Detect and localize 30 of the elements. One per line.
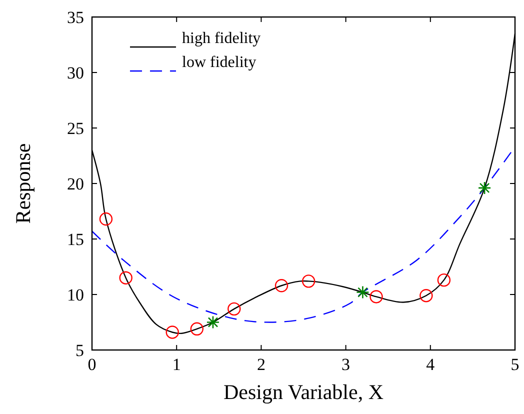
point: [370, 290, 383, 304]
y-axis-title: Response: [11, 143, 35, 224]
point: [119, 271, 132, 284]
x-tick-label: 4: [426, 355, 436, 374]
x-axis-title: Design Variable, X: [224, 380, 384, 404]
y-tick-label: 25: [67, 118, 84, 138]
point: [190, 322, 204, 336]
point: [99, 212, 113, 226]
point: [206, 316, 220, 329]
point: [420, 289, 433, 302]
y-tick-label: 30: [67, 63, 84, 82]
x-tick-label: 1: [172, 355, 181, 374]
y-tick-label: 5: [76, 340, 84, 360]
x-tick-label: 3: [342, 355, 350, 374]
legend-label: high fidelity: [182, 30, 261, 47]
y-tick-label: 35: [67, 8, 84, 27]
x-tick-label: 2: [256, 355, 266, 374]
point: [478, 181, 492, 195]
y-tick-label: 15: [67, 230, 84, 249]
point: [437, 273, 451, 287]
point: [166, 326, 179, 339]
x-tick-label: 0: [88, 355, 96, 374]
y-tick-label: 10: [67, 285, 84, 304]
point: [274, 279, 288, 292]
y-tick-label: 20: [67, 174, 84, 194]
point: [302, 274, 316, 288]
x-tick-label: 5: [510, 355, 520, 374]
point: [228, 302, 241, 316]
point: [356, 286, 370, 299]
legend-label: low fidelity: [182, 54, 256, 71]
